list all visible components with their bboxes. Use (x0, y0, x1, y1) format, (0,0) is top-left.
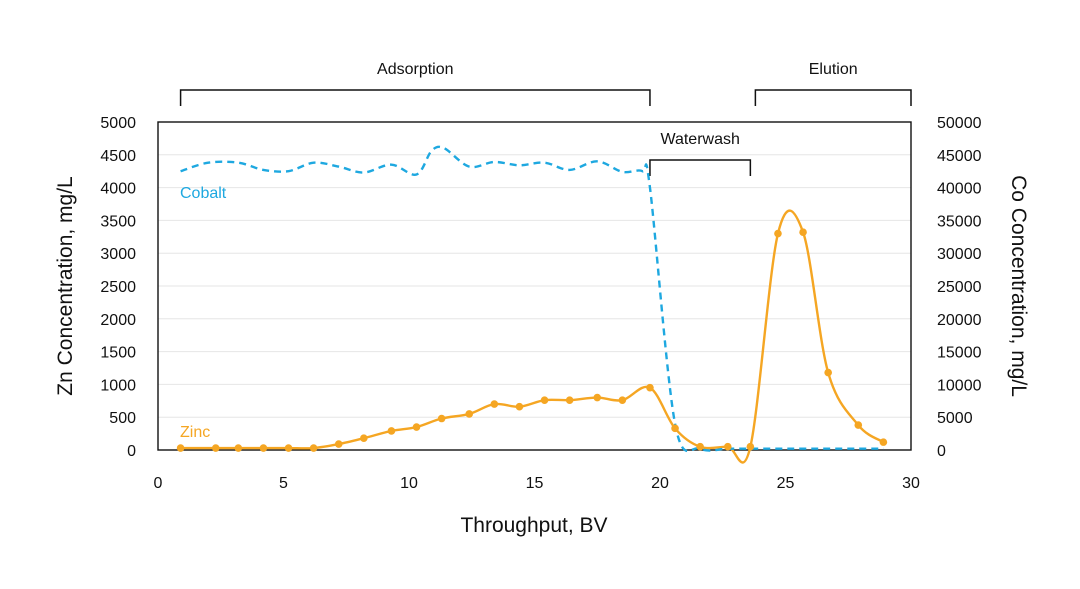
phase-label-waterwash: Waterwash (660, 131, 739, 148)
x-tick-labels: 0 5 10 15 20 25 30 (154, 475, 920, 492)
y-left-tick-labels: 0 500 1000 1500 2000 2500 3000 3500 4000 4500 5000 (100, 115, 136, 460)
data-point-zinc (646, 383, 654, 392)
data-point-zinc (437, 414, 446, 423)
data-point-zinc (540, 396, 549, 404)
y-left-tick-label: 0 (127, 443, 136, 460)
x-tick-label: 20 (651, 475, 669, 492)
data-point-zinc (387, 427, 396, 435)
series-markers (176, 228, 888, 452)
data-point-zinc (879, 438, 888, 446)
x-axis-title: Throughput, BV (460, 514, 607, 537)
phase-brackets: Adsorption Waterwash Elution (179, 61, 912, 176)
data-point-zinc (211, 444, 220, 452)
data-point-zinc (696, 442, 704, 451)
y-right-tick-label: 5000 (937, 410, 973, 427)
grid-lines (158, 154, 911, 418)
y-right-tick-label: 45000 (937, 148, 982, 165)
data-point-zinc (334, 440, 343, 448)
plot-area (157, 121, 912, 451)
y-left-tick-label: 3000 (100, 246, 136, 263)
x-tick-label: 10 (400, 475, 418, 492)
data-point-zinc (723, 442, 732, 451)
y-left-tick-label: 4000 (100, 181, 136, 198)
data-point-zinc (799, 228, 807, 237)
phase-label-elution: Elution (809, 61, 858, 78)
y-right-tick-label: 30000 (937, 246, 982, 263)
y-right-tick-label: 35000 (937, 213, 982, 230)
data-point-zinc (176, 444, 185, 452)
data-point-zinc (515, 402, 524, 411)
data-point-zinc (412, 423, 421, 431)
data-point-zinc (824, 368, 832, 377)
y-left-tick-label: 2500 (100, 279, 136, 296)
y-left-tick-label: 4500 (100, 148, 136, 165)
y-left-tick-label: 1000 (100, 377, 136, 394)
y-right-tick-label: 0 (937, 443, 946, 460)
data-point-zinc (565, 396, 574, 404)
x-tick-label: 25 (777, 475, 795, 492)
y-left-axis-title: Zn Concentration, mg/L (54, 176, 77, 395)
y-left-tick-label: 3500 (100, 213, 136, 230)
x-tick-label: 30 (902, 475, 920, 492)
y-right-axis-title: Co Concentration, mg/L (1007, 175, 1030, 397)
y-right-tick-label: 40000 (937, 181, 982, 198)
y-right-tick-labels: 0 5000 10000 15000 20000 25000 30000 35000 40000… (937, 115, 982, 460)
data-point-zinc (234, 444, 243, 452)
data-point-zinc (259, 444, 268, 452)
data-point-zinc (593, 393, 602, 402)
y-right-tick-label: 25000 (937, 279, 982, 296)
y-right-tick-label: 50000 (937, 115, 982, 132)
y-right-tick-label: 20000 (937, 312, 982, 329)
y-left-tick-label: 500 (109, 410, 136, 427)
phase-bracket-adsorption (179, 89, 651, 106)
data-point-zinc (746, 442, 755, 451)
phase-label-adsorption: Adsorption (377, 61, 454, 78)
phase-bracket-elution (754, 89, 912, 106)
y-left-tick-label: 1500 (100, 345, 136, 362)
data-point-zinc (854, 421, 863, 429)
data-point-zinc (618, 396, 627, 404)
data-point-zinc (284, 444, 293, 452)
y-left-tick-label: 2000 (100, 312, 136, 329)
x-tick-label: 0 (154, 475, 163, 492)
x-tick-label: 5 (279, 475, 288, 492)
series-line-zinc (180, 209, 885, 464)
y-right-tick-label: 15000 (937, 345, 982, 362)
phase-bracket-waterwash (649, 159, 752, 176)
y-left-tick-label: 5000 (100, 115, 136, 132)
data-point-zinc (360, 434, 368, 442)
data-point-zinc (309, 444, 318, 452)
y-right-tick-label: 10000 (937, 377, 982, 394)
series-line-cobalt (180, 145, 884, 453)
data-point-zinc (465, 410, 474, 418)
data-point-zinc (671, 424, 679, 433)
series-lines (180, 145, 885, 464)
data-point-zinc (774, 229, 782, 238)
data-point-zinc (490, 400, 499, 408)
x-tick-label: 15 (526, 475, 544, 492)
series-label-cobalt: Cobalt (180, 185, 227, 202)
series-label-zinc: Zinc (180, 424, 210, 441)
